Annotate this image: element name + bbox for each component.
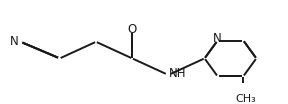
Text: O: O [128,23,137,36]
Text: NH: NH [169,67,187,80]
Text: N: N [213,32,222,45]
Text: N: N [10,35,19,48]
Text: CH₃: CH₃ [235,94,256,104]
